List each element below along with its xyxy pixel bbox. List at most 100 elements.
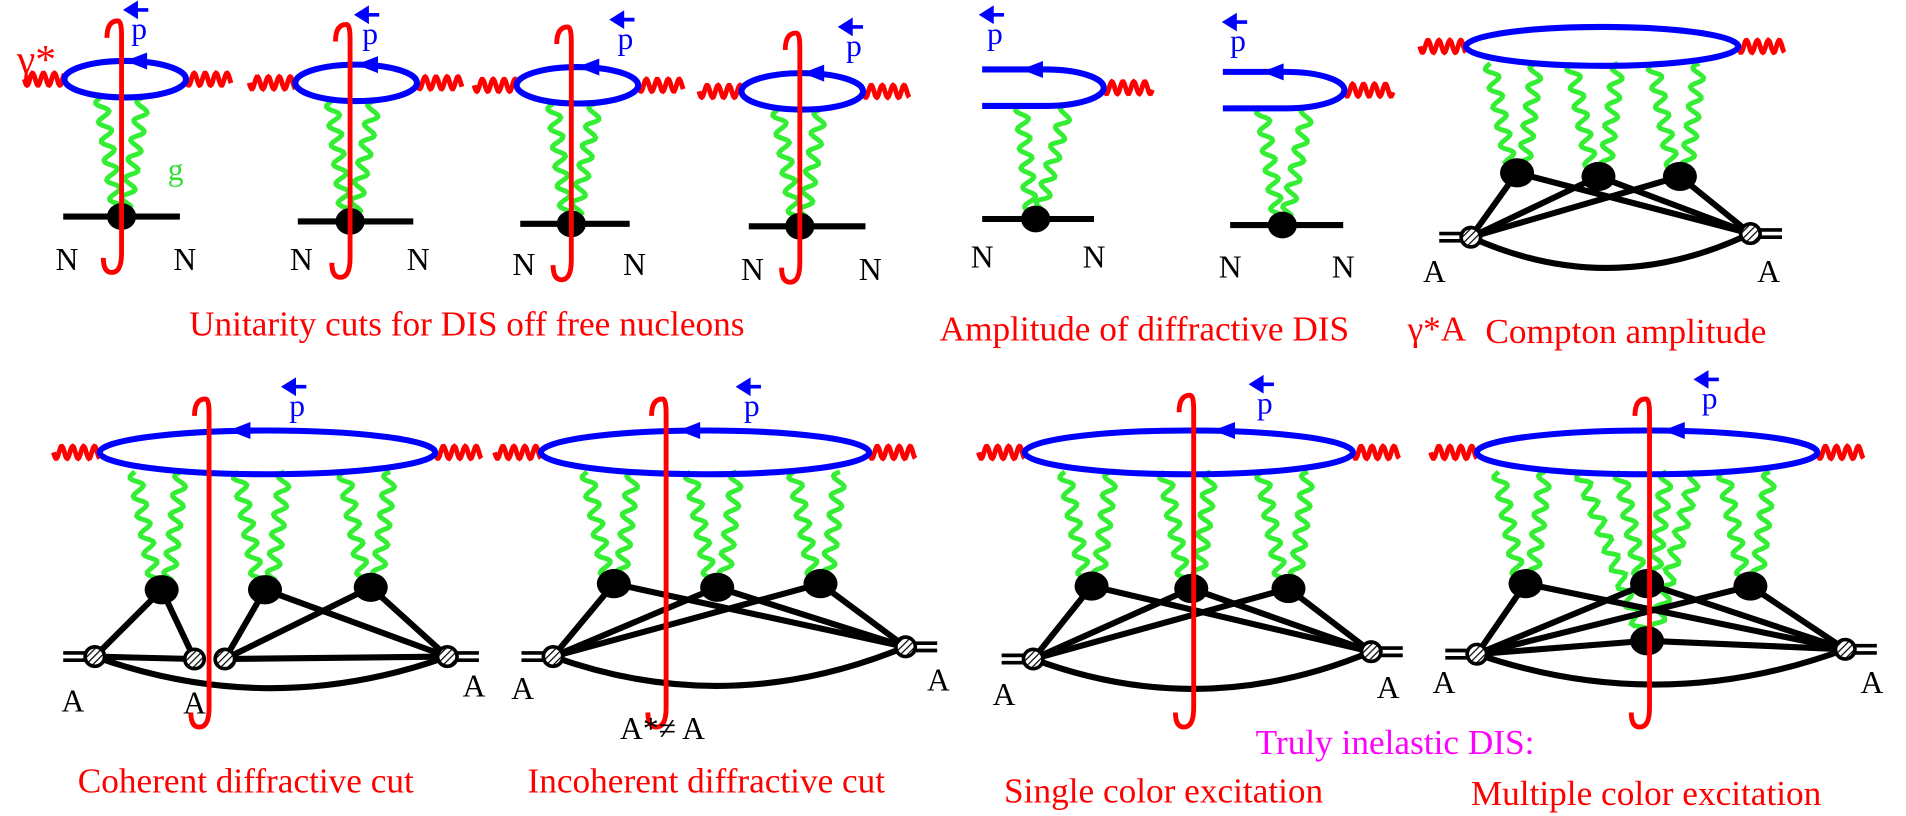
nucleon-label: N: [512, 247, 535, 282]
hadron-line: [263, 586, 449, 660]
photon-line: [471, 76, 519, 95]
quark-loop: [96, 427, 439, 478]
nucleus-arc: [552, 644, 907, 689]
hadron-line: [224, 653, 448, 663]
gluon-line: [1597, 61, 1625, 168]
gluon-line: [1491, 469, 1525, 577]
photon-line: [860, 82, 912, 101]
gluon-line: [796, 107, 828, 219]
blob: [1021, 205, 1051, 233]
gluon-line: [1564, 61, 1598, 170]
nucleus-vertex: [1459, 225, 1483, 249]
nucleus-arc: [93, 653, 449, 692]
caption: γ*A: [1407, 310, 1467, 349]
quark-label: p: [744, 388, 760, 423]
quark-label: p: [618, 21, 634, 56]
gluon-line: [1749, 469, 1777, 578]
caption: Compton amplitude: [1485, 312, 1766, 351]
photon-line: [635, 76, 686, 95]
vector-arrow: [609, 10, 635, 29]
nucleus-label: A: [62, 683, 85, 718]
nucleus-label: A: [1861, 665, 1884, 700]
momentum-arrow: [125, 52, 148, 70]
hadron-line: [550, 581, 617, 659]
photon-line: [432, 443, 484, 462]
caption: Incoherent diffractive cut: [528, 762, 886, 801]
photon-line: [1428, 443, 1479, 462]
nucleon-label: N: [623, 247, 646, 282]
nucleus-label: A: [183, 686, 206, 721]
blob: [144, 575, 179, 605]
photon-line: [976, 443, 1027, 462]
nucleus-vertex: [1833, 637, 1857, 661]
nucleus-label: A: [993, 677, 1016, 712]
caption: Multiple color excitation: [1471, 774, 1822, 813]
blob: [1662, 161, 1697, 192]
photon-line: [1417, 37, 1468, 56]
nucleon-label: N: [859, 252, 882, 287]
nucleus-label: A: [463, 669, 486, 704]
nucleon-label: N: [1083, 240, 1106, 275]
gluon-line: [1157, 469, 1190, 581]
hadron-line: [552, 580, 822, 660]
nucleus-vertex: [83, 645, 107, 669]
gluon-line: [1287, 469, 1316, 581]
gluon-line: [716, 469, 744, 580]
nucleus-vertex: [182, 647, 207, 671]
unitarity-cut: [100, 18, 124, 275]
nucleus-label: A: [1423, 254, 1446, 289]
gluon-line: [786, 469, 820, 577]
blob: [1267, 211, 1298, 239]
quark-label: p: [131, 11, 147, 46]
caption: Unitarity cuts for DIS off free nucleons: [189, 305, 744, 344]
nucleus-label: A: [1433, 665, 1456, 700]
gluon-line: [579, 469, 613, 577]
hadron-line: [716, 584, 907, 650]
blob: [1271, 573, 1306, 604]
gluon-line: [770, 107, 802, 219]
gluon-line: [1254, 469, 1287, 581]
vector-arrow: [1693, 370, 1719, 389]
quark-label: p: [987, 16, 1003, 51]
hadron-line: [223, 584, 373, 662]
nucleus-label: A: [1377, 670, 1400, 705]
gluon-line: [1524, 469, 1552, 574]
momentum-arrow: [1261, 63, 1284, 81]
gluon-line: [683, 469, 716, 580]
hadron-line: [1190, 585, 1373, 655]
nucleus-label: A: [1757, 254, 1780, 289]
nucleus-label: A: [511, 671, 534, 706]
photon-line: [21, 70, 67, 89]
gluon-line: [264, 469, 292, 583]
nucleus-vertex: [1359, 640, 1383, 664]
gluon-line: [230, 469, 264, 582]
blob: [1508, 569, 1543, 599]
nucleus-arc: [1032, 648, 1373, 692]
vector-arrow: [281, 377, 307, 397]
blob: [353, 572, 388, 602]
quark-label: p: [1257, 385, 1273, 420]
hadron-line: [1646, 637, 1846, 653]
gluon-line: [348, 98, 381, 214]
vector-arrow: [837, 17, 864, 37]
quark-loop: [1222, 68, 1348, 112]
hadron-line: [1646, 580, 1847, 653]
hadron-line: [92, 587, 164, 659]
nucleon-label: N: [290, 242, 313, 277]
unitarity-cut: [1173, 392, 1197, 730]
gluon-line: [1518, 61, 1544, 165]
blob: [247, 575, 283, 605]
nucleon-label: N: [55, 242, 78, 277]
quark-label: p: [289, 388, 305, 423]
gluon-line: [1280, 104, 1314, 219]
gluon-line: [1645, 61, 1679, 170]
gluon-line: [1648, 469, 1701, 635]
gluon-line: [1012, 102, 1039, 212]
quark-loop: [513, 63, 642, 107]
unitarity-cut: [645, 396, 669, 730]
hadron-line: [1475, 580, 1649, 657]
gluon-line: [93, 95, 124, 209]
gluon-line: [336, 469, 370, 580]
momentum-arrow: [1021, 60, 1043, 78]
